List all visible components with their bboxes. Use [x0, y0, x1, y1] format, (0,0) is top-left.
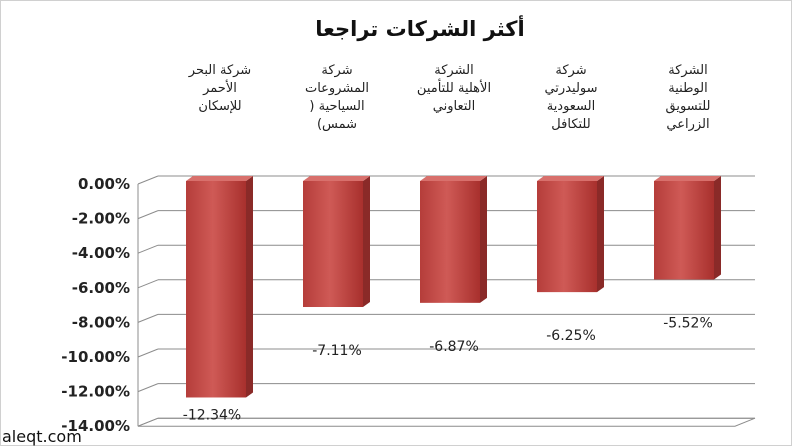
y-tick-label: 0.00%: [78, 175, 130, 193]
chart-floor: [137, 417, 756, 427]
bar: [537, 176, 604, 293]
gridline-side: [137, 348, 159, 358]
y-tick-label: -4.00%: [72, 244, 130, 262]
gridline-side: [137, 383, 159, 393]
category-label: شركة: [321, 63, 352, 78]
category-label: للتسويق: [666, 99, 711, 114]
bar-value-label: -5.52%: [663, 315, 713, 331]
bar-top: [303, 176, 370, 181]
gridline-side: [137, 313, 159, 323]
category-label: للتكافل: [551, 117, 590, 132]
category-label: الوطنية: [668, 81, 707, 96]
bar-top: [537, 176, 604, 181]
bar-top: [420, 176, 487, 181]
category-label: السعودية: [547, 99, 596, 114]
category-label: شمس): [317, 117, 357, 132]
chart-title: أكثر الشركات تراجعا: [315, 14, 524, 41]
bar: [420, 176, 487, 303]
category-label: الشركة: [668, 63, 708, 78]
bar-front: [303, 181, 363, 308]
gridline-side: [137, 210, 159, 220]
bar-front: [420, 181, 480, 303]
bar-side: [480, 176, 487, 303]
floor-outline: [137, 417, 756, 427]
bar-top: [186, 176, 253, 181]
y-tick-label: -8.00%: [72, 313, 130, 331]
y-tick-label: -14.00%: [61, 417, 130, 435]
bar-value-label: -6.25%: [546, 328, 596, 344]
watermark-text: aleqt.com: [2, 427, 82, 446]
gridline-side: [137, 279, 159, 289]
category-label: شركة: [555, 63, 586, 78]
gridline-side: [137, 175, 159, 185]
bar-front: [537, 181, 597, 293]
bar-side: [363, 176, 370, 308]
y-tick-label: -12.00%: [61, 383, 130, 401]
category-label: الأحمر: [202, 79, 237, 96]
category-label: الأهلية للتأمين: [417, 78, 491, 96]
category-label: التعاوني: [433, 99, 475, 114]
bar-side: [714, 176, 721, 280]
value-labels: -12.34% -7.11% -6.87% -6.25% -5.52%: [183, 315, 713, 423]
category-label: للإسكان: [198, 99, 241, 114]
bar: [654, 176, 721, 280]
y-tick-label: -10.00%: [61, 348, 130, 366]
gridline-side: [137, 244, 159, 254]
bar-value-label: -6.87%: [429, 339, 479, 355]
bar-front: [186, 181, 246, 398]
y-tick-label: -6.00%: [72, 279, 130, 297]
category-label: الشركة: [434, 63, 474, 78]
category-label: المشروعات: [305, 81, 369, 96]
bar-top: [654, 176, 721, 181]
y-axis-ticks: 0.00% -2.00% -4.00% -6.00% -8.00% -10.00% -12.…: [61, 175, 130, 435]
bar: [303, 176, 370, 308]
category-label: الزراعي: [666, 117, 709, 132]
category-label: سوليدرتي: [544, 81, 597, 96]
y-tick-label: -2.00%: [72, 210, 130, 228]
bar-front: [654, 181, 714, 280]
bar-value-label: -12.34%: [183, 407, 241, 423]
bar-side: [246, 176, 253, 398]
bar-side: [597, 176, 604, 293]
bars: [186, 176, 721, 398]
category-label: شركة البحر: [188, 63, 251, 78]
bar-value-label: -7.11%: [312, 343, 362, 359]
bar: [186, 176, 253, 398]
category-label: السياحية (: [309, 99, 364, 114]
